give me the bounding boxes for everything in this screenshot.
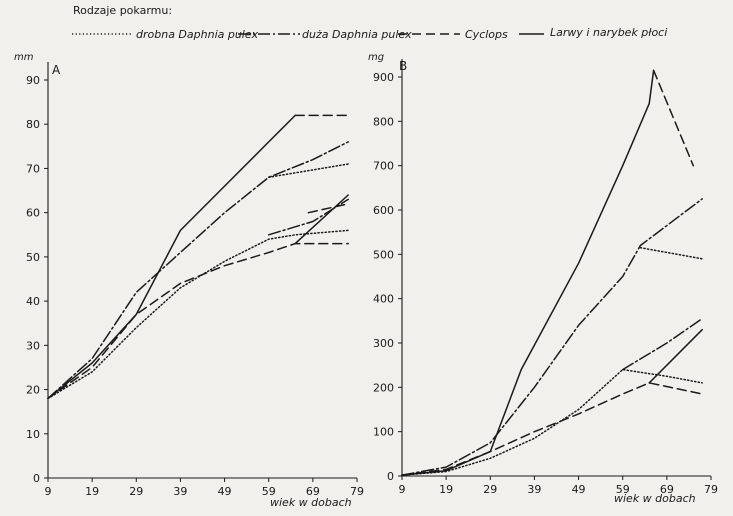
y-tick-label-b-200: 200	[373, 381, 394, 394]
legend-label-large-daphnia: duża Daphnia pulex	[302, 28, 412, 41]
series-line-a-larwy-i-narybek-ploci-7	[47, 114, 296, 400]
panel-letter-b: B	[399, 59, 407, 73]
series-line-b-larwy-i-narybek-ploci-7	[648, 328, 703, 384]
chart-panel-b: B mg wiek w dobach 0 100 200 300 400 500 600 70…	[368, 52, 718, 505]
chart-panel-a: A mm wiek w dobach 0 10 20 30 40 50 60 70 80 90 9 1…	[14, 52, 364, 509]
y-tick-label-b-900: 900	[373, 71, 394, 84]
legend-item-roach-larvae: Larwy i narybek płoci	[519, 26, 667, 39]
y-unit-label-a: mm	[14, 52, 34, 63]
y-tick-label-b-0: 0	[387, 470, 394, 483]
y-tick-label-a-30: 30	[26, 339, 40, 352]
series-line-b-cyclops-4	[401, 382, 703, 476]
y-tick-label-a-0: 0	[33, 472, 40, 485]
x-tick-label-b-69: 69	[660, 483, 674, 496]
y-tick-label-b-500: 500	[373, 248, 394, 261]
series-line-b-drobna-daphnia-pulex-0	[401, 368, 703, 476]
x-tick-label-b-29: 29	[483, 483, 497, 496]
x-tick-label-b-49: 49	[572, 483, 586, 496]
y-tick-label-b-600: 600	[373, 204, 394, 217]
x-tick-label-a-59: 59	[262, 485, 276, 498]
y-tick-label-a-60: 60	[26, 207, 40, 220]
legend: Rodzaje pokarmu: drobna Daphnia pulex du…	[72, 4, 667, 41]
x-tick-label-a-49: 49	[218, 485, 232, 498]
legend-item-fine-daphnia: drobna Daphnia pulex	[72, 28, 259, 41]
series-line-b-drobna-daphnia-pulex-1	[639, 246, 703, 260]
x-tick-label-b-79: 79	[704, 483, 718, 496]
series-line-a-larwy-i-narybek-ploci-8	[294, 194, 349, 245]
y-tick-label-b-400: 400	[373, 293, 394, 306]
legend-label-fine-daphnia: drobna Daphnia pulex	[136, 28, 259, 41]
x-tick-label-b-19: 19	[439, 483, 453, 496]
legend-label-roach-larvae: Larwy i narybek płoci	[550, 26, 667, 39]
series-line-b-larwy-i-narybek-ploci-6	[401, 69, 655, 476]
legend-label-cyclops: Cyclops	[465, 28, 508, 41]
series-line-a-cyclops-4	[47, 242, 349, 400]
y-tick-label-a-50: 50	[26, 251, 40, 264]
y-tick-label-a-40: 40	[26, 295, 40, 308]
legend-title: Rodzaje pokarmu:	[73, 4, 172, 17]
series-line-b-duza-daphnia-pulex-2	[401, 198, 703, 476]
x-axis-label-b: wiek w dobach	[614, 492, 696, 505]
series-line-a-duza-daphnia-pulex-2	[47, 141, 349, 400]
y-tick-label-b-300: 300	[373, 337, 394, 350]
x-tick-label-b-59: 59	[616, 483, 630, 496]
series-line-b-cyclops-5	[652, 69, 695, 167]
x-tick-label-a-29: 29	[129, 485, 143, 498]
series-line-a-duza-daphnia-pulex-3	[267, 198, 349, 236]
x-tick-label-a-79: 79	[350, 485, 364, 498]
y-tick-label-a-20: 20	[26, 384, 40, 397]
series-line-a-drobna-daphnia-pulex-1	[267, 163, 349, 179]
x-tick-label-a-9: 9	[45, 485, 52, 498]
y-tick-label-a-90: 90	[26, 74, 40, 87]
x-tick-label-a-39: 39	[173, 485, 187, 498]
legend-item-large-daphnia: duża Daphnia pulex	[238, 28, 412, 41]
panel-letter-a: A	[52, 63, 61, 77]
series-line-a-cyclops-6	[307, 203, 349, 214]
x-tick-label-b-9: 9	[399, 483, 406, 496]
y-tick-label-b-700: 700	[373, 160, 394, 173]
y-tick-label-a-10: 10	[26, 428, 40, 441]
series-line-a-drobna-daphnia-pulex-0	[47, 229, 349, 400]
y-tick-label-b-100: 100	[373, 426, 394, 439]
x-tick-label-a-69: 69	[306, 485, 320, 498]
x-axis-label-a: wiek w dobach	[270, 496, 352, 509]
x-tick-label-b-39: 39	[527, 483, 541, 496]
y-tick-label-a-70: 70	[26, 162, 40, 175]
y-tick-label-a-80: 80	[26, 118, 40, 131]
legend-item-cyclops: Cyclops	[398, 28, 508, 41]
series-line-b-duza-daphnia-pulex-3	[621, 317, 703, 371]
y-unit-label-b: mg	[368, 52, 384, 63]
x-tick-label-a-19: 19	[85, 485, 99, 498]
y-tick-label-b-800: 800	[373, 115, 394, 128]
